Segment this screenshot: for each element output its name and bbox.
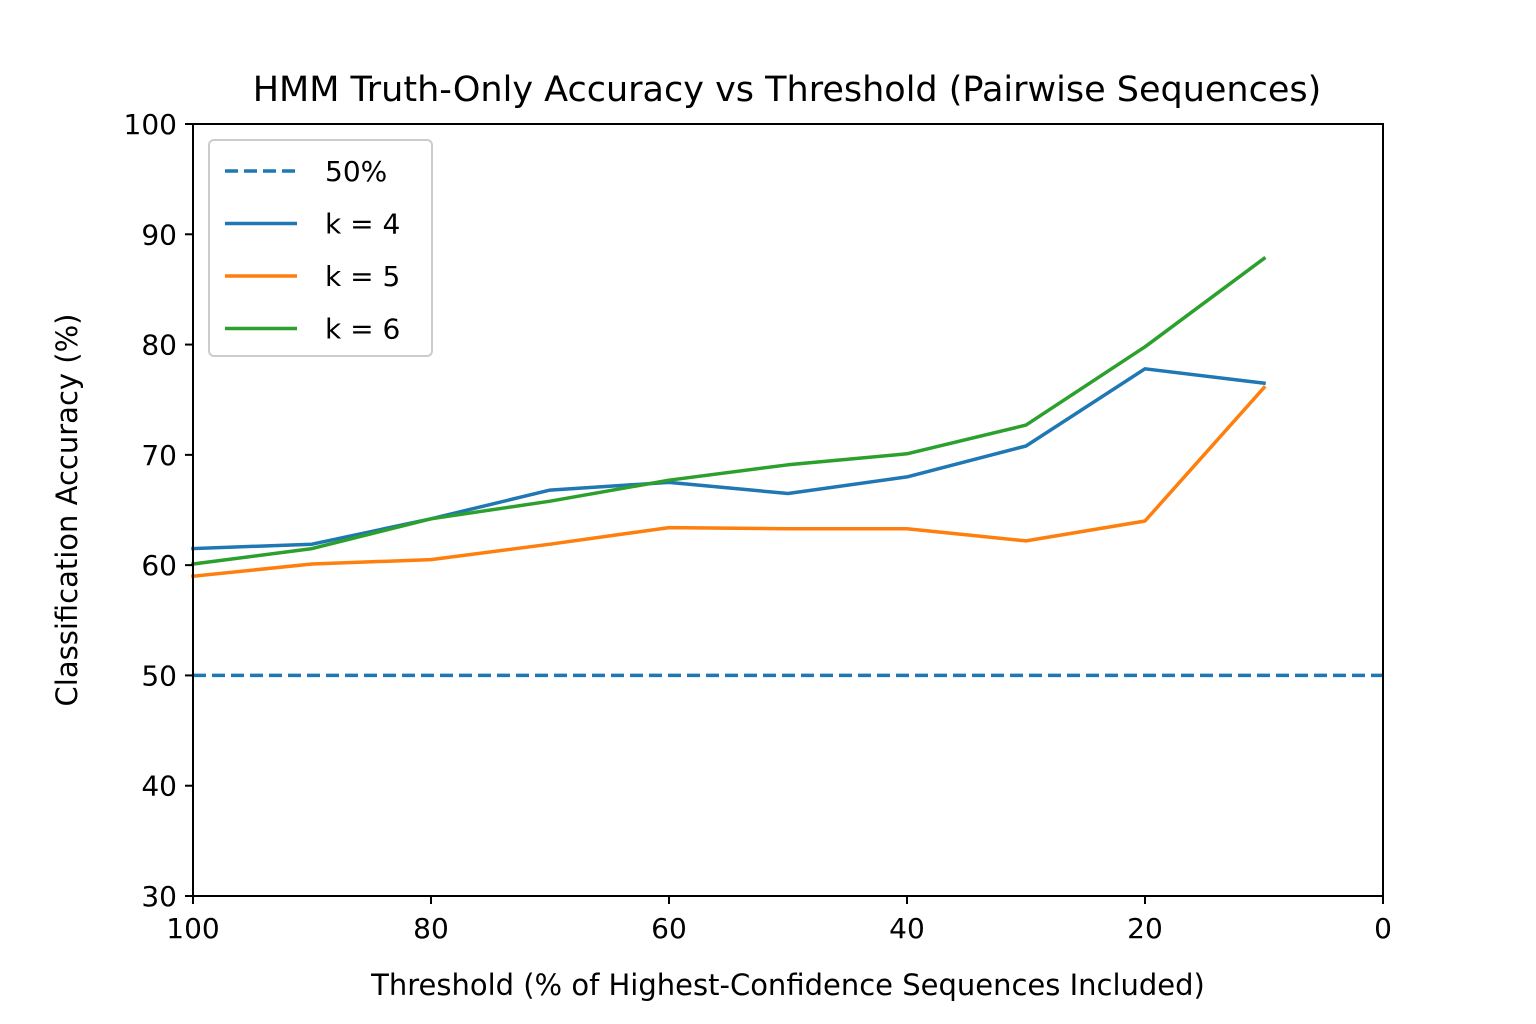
x-tick-label: 0 [1374, 912, 1392, 945]
y-axis-ticks: 30 40 50 60 70 80 90 100 [124, 108, 193, 913]
x-tick-label: 60 [651, 912, 687, 945]
y-tick-label: 90 [141, 218, 177, 251]
plot-area [191, 256, 1383, 678]
legend-label: k = 5 [325, 260, 400, 293]
y-tick-label: 50 [141, 659, 177, 692]
x-axis-label: Threshold (% of Highest-Confidence Seque… [370, 968, 1205, 1002]
x-tick-label: 100 [166, 912, 219, 945]
chart-title: HMM Truth-Only Accuracy vs Threshold (Pa… [253, 70, 1322, 110]
y-tick-label: 40 [141, 770, 177, 803]
y-tick-label: 60 [141, 549, 177, 582]
x-tick-label: 40 [889, 912, 925, 945]
series-line-k6 [191, 256, 1267, 566]
legend-label: k = 6 [325, 313, 400, 346]
y-tick-label: 80 [141, 329, 177, 362]
series-line-k4 [191, 367, 1266, 551]
axes-frame [192, 123, 1384, 897]
x-tick-label: 80 [413, 912, 449, 945]
legend-box [208, 139, 433, 357]
legend-label: 50% [325, 155, 387, 188]
y-tick-label: 100 [124, 108, 177, 141]
legend-label: k = 4 [325, 208, 400, 241]
y-axis-label: Classification Accuracy (%) [50, 314, 84, 707]
x-tick-label: 20 [1127, 912, 1163, 945]
x-axis-ticks: 100 80 60 40 20 0 [166, 896, 1392, 945]
y-tick-label: 70 [141, 439, 177, 472]
legend: 50% k = 4 k = 5 k = 6 [208, 139, 433, 357]
y-tick-label: 30 [141, 880, 177, 913]
series-line-k5 [191, 385, 1267, 579]
